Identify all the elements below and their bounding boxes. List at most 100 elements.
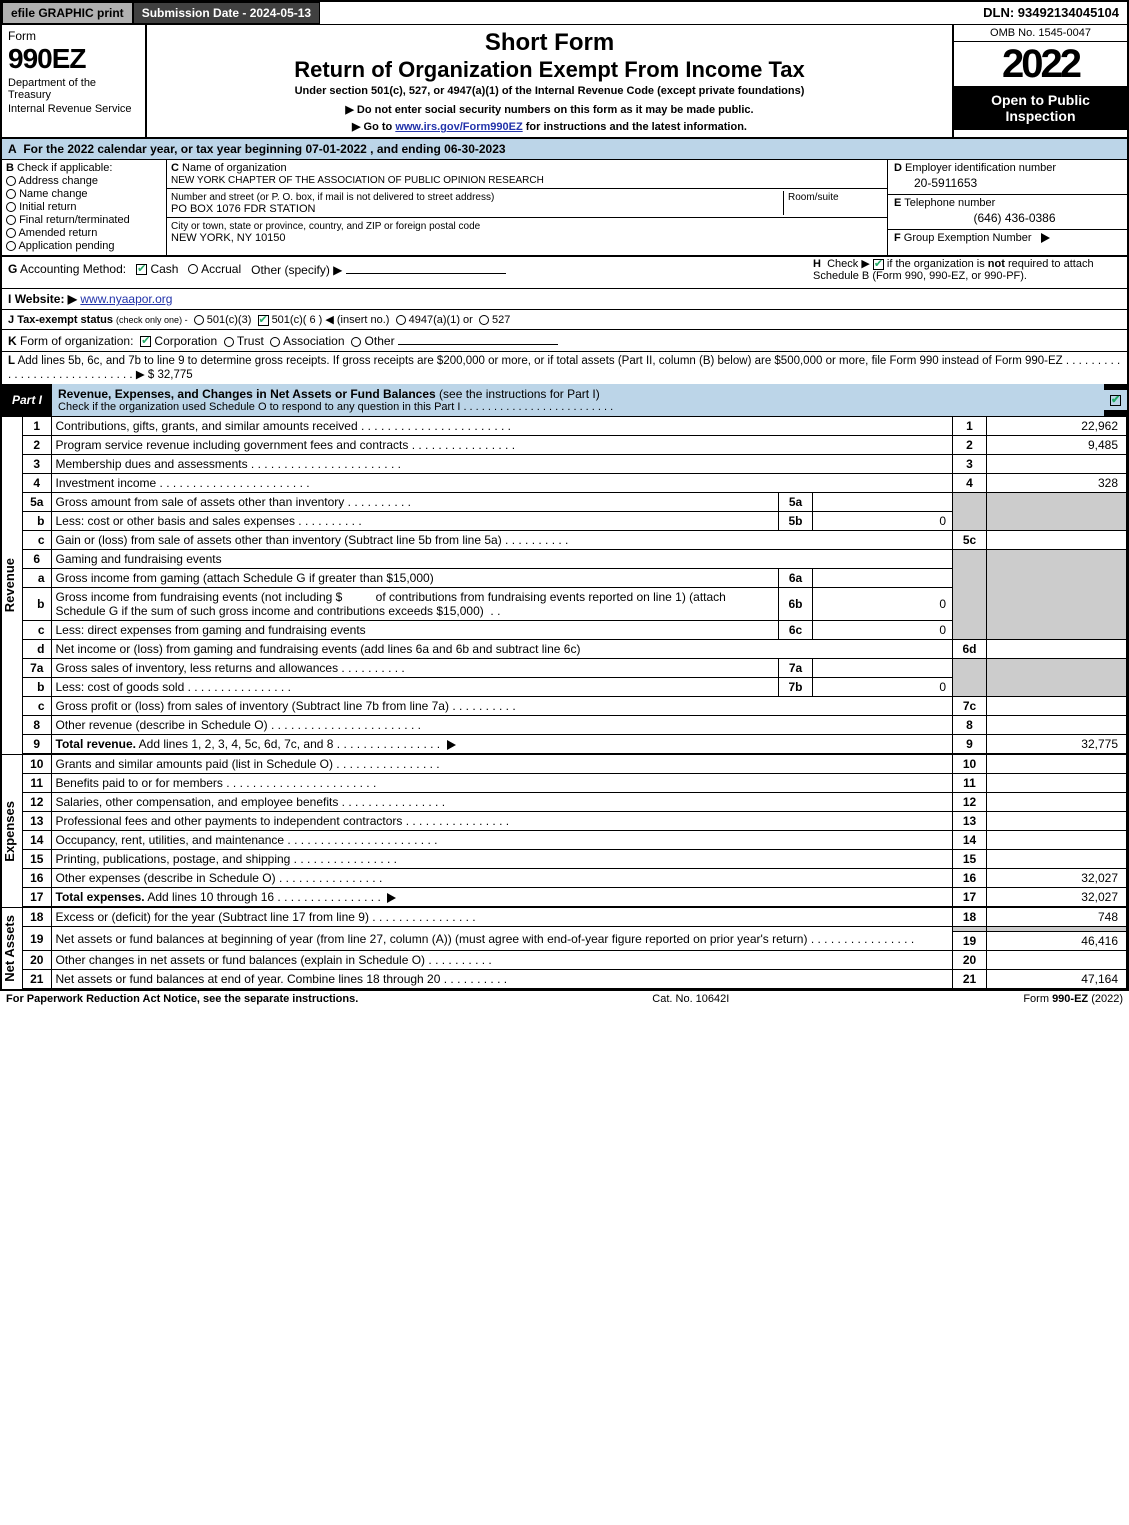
- l8-n: 8: [23, 716, 51, 735]
- line-10: 10Grants and similar amounts paid (list …: [23, 755, 1127, 774]
- addr-value: PO BOX 1076 FDR STATION: [171, 203, 315, 215]
- footer-right-post: (2022): [1088, 993, 1123, 1005]
- l6d-d: Net income or (loss) from gaming and fun…: [56, 642, 581, 656]
- col-c-name: C Name of organization NEW YORK CHAPTER …: [167, 160, 887, 189]
- l6b-bl: 6b: [779, 588, 813, 621]
- line-6: 6Gaming and fundraising events: [23, 550, 1127, 569]
- cb-cash[interactable]: [136, 264, 147, 275]
- l13-nl: 13: [953, 812, 987, 831]
- row-l-val-pre: ▶ $: [136, 369, 158, 381]
- l9-d2: Add lines 1, 2, 3, 4, 5c, 6d, 7c, and 8: [136, 737, 333, 751]
- l7b-bv: 0: [813, 678, 953, 697]
- other-org-field[interactable]: [398, 333, 558, 345]
- cb-application-pending[interactable]: Application pending: [6, 240, 162, 252]
- l10-d: Grants and similar amounts paid (list in…: [56, 757, 333, 771]
- netassets-section: Net Assets 18Excess or (deficit) for the…: [2, 907, 1127, 989]
- l7a-bl: 7a: [779, 659, 813, 678]
- col-c-city: City or town, state or province, country…: [167, 218, 887, 246]
- cb-4947[interactable]: [396, 315, 406, 325]
- footer-right: Form 990-EZ (2022): [1023, 993, 1123, 1005]
- line-13: 13Professional fees and other payments t…: [23, 812, 1127, 831]
- revenue-section: Revenue 1Contributions, gifts, grants, a…: [2, 416, 1127, 754]
- l3-d: Membership dues and assessments: [56, 457, 248, 471]
- row-l-text: Add lines 5b, 6c, and 7b to line 9 to de…: [18, 355, 1063, 367]
- col-d-label: D: [894, 162, 902, 174]
- l14-d: Occupancy, rent, utilities, and maintena…: [56, 833, 285, 847]
- o-527: 527: [492, 314, 510, 326]
- l15-n: 15: [23, 850, 51, 869]
- cb-other-org[interactable]: [351, 337, 361, 347]
- ssn-warning: ▶ Do not enter social security numbers o…: [153, 103, 946, 116]
- website-url[interactable]: www.nyaapor.org: [80, 292, 172, 306]
- l11-v: [987, 774, 1127, 793]
- l20-n: 20: [23, 951, 51, 970]
- revenue-side-label: Revenue: [2, 416, 23, 754]
- cb-address-change-label: Address change: [18, 175, 98, 187]
- cb-final-return[interactable]: Final return/terminated: [6, 214, 162, 226]
- row-l-val: 32,775: [157, 369, 192, 381]
- cb-address-change[interactable]: Address change: [6, 175, 162, 187]
- submission-date-button[interactable]: Submission Date - 2024-05-13: [133, 2, 320, 24]
- header-right: OMB No. 1545-0047 2022 Open to Public In…: [952, 25, 1127, 137]
- part1-checkbox[interactable]: [1110, 395, 1121, 406]
- efile-print-button[interactable]: efile GRAPHIC print: [2, 2, 133, 24]
- cb-corporation[interactable]: [140, 336, 151, 347]
- l6-shade: [953, 550, 987, 640]
- row-k-head: Form of organization:: [20, 334, 133, 348]
- l6c-n: c: [23, 621, 51, 640]
- l5b-bl: 5b: [779, 512, 813, 531]
- other-specify-field[interactable]: [346, 260, 506, 274]
- line-14: 14 Occupancy, rent, utilities, and mainte…: [23, 831, 1127, 850]
- l6b-d1: Gross income from fundraising events (no…: [56, 590, 343, 604]
- title-short-form: Short Form: [153, 29, 946, 57]
- cb-trust[interactable]: [224, 337, 234, 347]
- expenses-side-label: Expenses: [2, 754, 23, 907]
- cb-accrual[interactable]: [188, 264, 198, 274]
- goto-link[interactable]: www.irs.gov/Form990EZ: [395, 121, 522, 133]
- row-g: G Accounting Method: Cash Accrual Other …: [2, 257, 807, 280]
- l18-d: Excess or (deficit) for the year (Subtra…: [56, 910, 369, 924]
- cb-amended-return[interactable]: Amended return: [6, 227, 162, 239]
- row-i-head: Website: ▶: [15, 292, 77, 306]
- cb-name-change[interactable]: Name change: [6, 188, 162, 200]
- l6d-v: [987, 640, 1127, 659]
- col-e-label: E: [894, 197, 901, 209]
- line-9: 9Total revenue. Add lines 1, 2, 3, 4, 5c…: [23, 735, 1127, 754]
- goto-post: for instructions and the latest informat…: [523, 121, 747, 133]
- l2-n: 2: [23, 436, 51, 455]
- l3-n: 3: [23, 455, 51, 474]
- l17-n: 17: [23, 888, 51, 907]
- l11-nl: 11: [953, 774, 987, 793]
- col-c-addr: Number and street (or P. O. box, if mail…: [167, 189, 887, 218]
- l9-arrow-icon: [447, 740, 456, 750]
- cb-initial-return[interactable]: Initial return: [6, 201, 162, 213]
- l5c-nl: 5c: [953, 531, 987, 550]
- row-i: I Website: ▶ www.nyaapor.org: [2, 288, 1127, 309]
- l5a-bl: 5a: [779, 493, 813, 512]
- o-4947: 4947(a)(1) or: [409, 314, 473, 326]
- row-h-checkbox[interactable]: [873, 259, 884, 270]
- line-20: 20Other changes in net assets or fund ba…: [23, 951, 1127, 970]
- phone-value: (646) 436-0386: [894, 209, 1121, 227]
- l9-nl: 9: [953, 735, 987, 754]
- cb-501c[interactable]: [258, 315, 269, 326]
- header-row: Form 990EZ Department of the Treasury In…: [2, 25, 1127, 139]
- form-word: Form: [8, 29, 139, 43]
- l4-n: 4: [23, 474, 51, 493]
- row-a: A For the 2022 calendar year, or tax yea…: [2, 139, 1127, 160]
- l7c-nl: 7c: [953, 697, 987, 716]
- cb-association[interactable]: [270, 337, 280, 347]
- cb-501c3[interactable]: [194, 315, 204, 325]
- dln-label: DLN: 93492134045104: [975, 2, 1127, 24]
- line-1: 1Contributions, gifts, grants, and simil…: [23, 417, 1127, 436]
- form-container: efile GRAPHIC print Submission Date - 20…: [0, 0, 1129, 991]
- l6-d: Gaming and fundraising events: [56, 552, 222, 566]
- row-i-label: I: [8, 292, 11, 306]
- l14-n: 14: [23, 831, 51, 850]
- goto-pre: ▶ Go to: [352, 121, 395, 133]
- l17-v: 32,027: [987, 888, 1127, 907]
- l7-shade: [953, 659, 987, 697]
- cb-527[interactable]: [479, 315, 489, 325]
- form-number: 990EZ: [8, 43, 139, 75]
- dept-treasury: Department of the Treasury: [8, 77, 139, 101]
